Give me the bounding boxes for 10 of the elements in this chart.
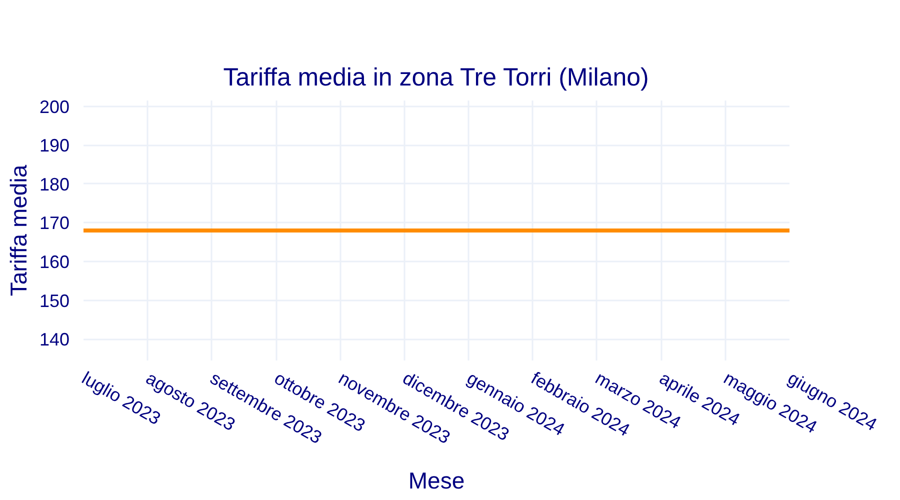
chart-title: Tariffa media in zona Tre Torri (Milano) [223, 64, 649, 92]
y-tick-label: 200 [39, 96, 70, 117]
y-tick-label: 180 [39, 174, 70, 194]
y-tick-label: 170 [39, 213, 70, 234]
y-tick-label: 150 [39, 290, 70, 311]
y-tick-label: 190 [39, 136, 70, 156]
y-tick-label: 160 [39, 252, 70, 272]
y-axis-title: Tariffa media [5, 164, 32, 296]
y-tick-label: 140 [39, 330, 70, 350]
x-axis-title: Mese [408, 467, 465, 494]
